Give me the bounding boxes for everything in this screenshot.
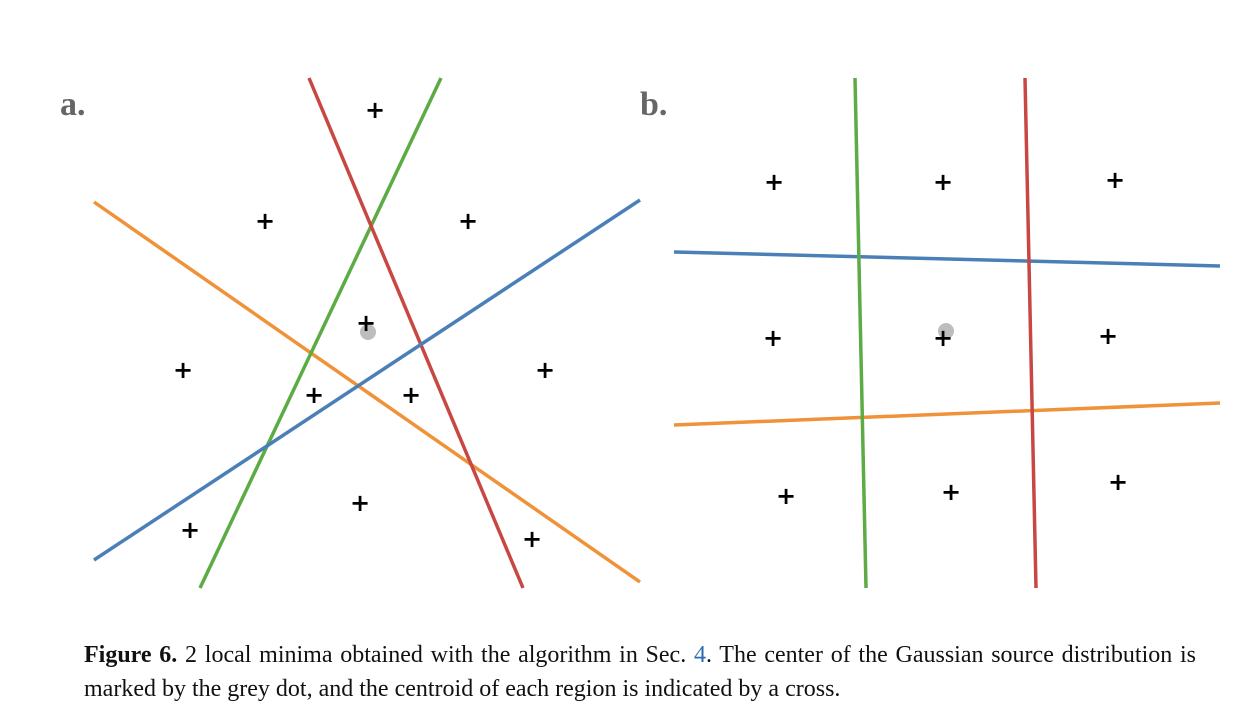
- figure-caption: Figure 6. 2 local minima obtained with t…: [84, 638, 1196, 706]
- panel-b-region-centroid-cross: +: [1098, 322, 1118, 350]
- panel-b-region-centroid-cross: +: [933, 324, 953, 352]
- panel-a-source-center-dot: [360, 324, 376, 340]
- panel-a-region-centroid-cross: +: [401, 381, 421, 409]
- caption-text-before-ref: 2 local minima obtained with the algorit…: [177, 642, 694, 668]
- panel-b-plot: + + + + + + + + +: [673, 77, 1221, 589]
- panel-a-region-centroid-cross: +: [522, 525, 542, 553]
- caption-section-link[interactable]: 4: [693, 642, 706, 668]
- panel-a-region-centroid-cross: +: [365, 96, 385, 124]
- panel-a-region-centroid-cross: +: [458, 207, 478, 235]
- panel-a-green-line: [198, 77, 443, 589]
- caption-figure-number: Figure 6.: [84, 642, 178, 668]
- panel-b-region-centroid-cross: +: [1105, 166, 1125, 194]
- panel-a-region-centroid-cross: +: [535, 356, 555, 384]
- panel-b-region-centroid-cross: +: [941, 478, 961, 506]
- panel-b-region-centroid-cross: +: [763, 324, 783, 352]
- panel-a-blue-line: [93, 198, 641, 562]
- panel-a-region-centroid-cross: +: [255, 207, 275, 235]
- panel-a-red-line: [307, 77, 525, 589]
- panel-b-red-line: [1023, 77, 1038, 589]
- panel-a-region-centroid-cross: +: [350, 489, 370, 517]
- figure-plot-area: + + + + + + + + + + + + + + + + + + + +: [93, 77, 1221, 589]
- panel-a-region-centroid-cross: +: [173, 356, 193, 384]
- panel-a-plot: + + + + + + + + + + +: [93, 77, 641, 589]
- panel-b-source-center-dot: [938, 323, 954, 339]
- panel-a-region-centroid-cross: +: [304, 381, 324, 409]
- panel-b-region-centroid-cross: +: [1108, 468, 1128, 496]
- panel-b-green-line: [853, 77, 868, 589]
- panel-a-region-centroid-cross: +: [180, 516, 200, 544]
- panel-b-region-centroid-cross: +: [764, 168, 784, 196]
- panel-a-label: a.: [60, 86, 86, 123]
- panel-b-region-centroid-cross: +: [776, 482, 796, 510]
- panel-a-orange-line: [93, 200, 641, 584]
- panel-b-blue-line: [673, 250, 1221, 268]
- panel-a-region-centroid-cross: +: [356, 309, 376, 337]
- caption-text-after-ref: . The center of the Gaussian source dist…: [84, 642, 1197, 702]
- panel-b-label: b.: [640, 86, 668, 123]
- panel-b-orange-line: [673, 401, 1221, 427]
- panel-b-region-centroid-cross: +: [933, 168, 953, 196]
